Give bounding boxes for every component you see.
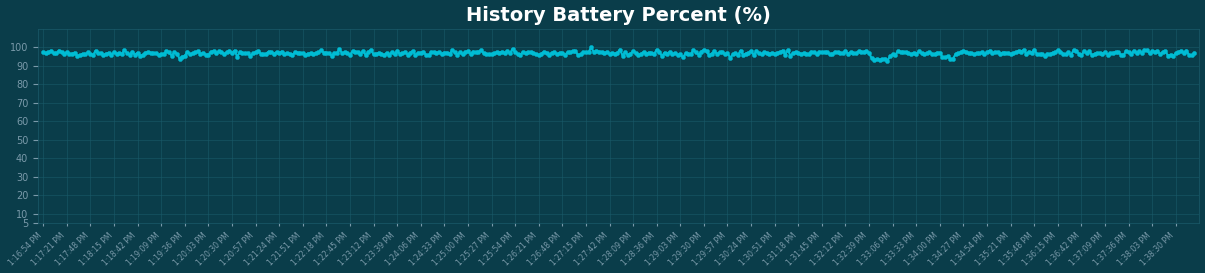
Title: History Battery Percent (%): History Battery Percent (%) xyxy=(466,5,771,25)
